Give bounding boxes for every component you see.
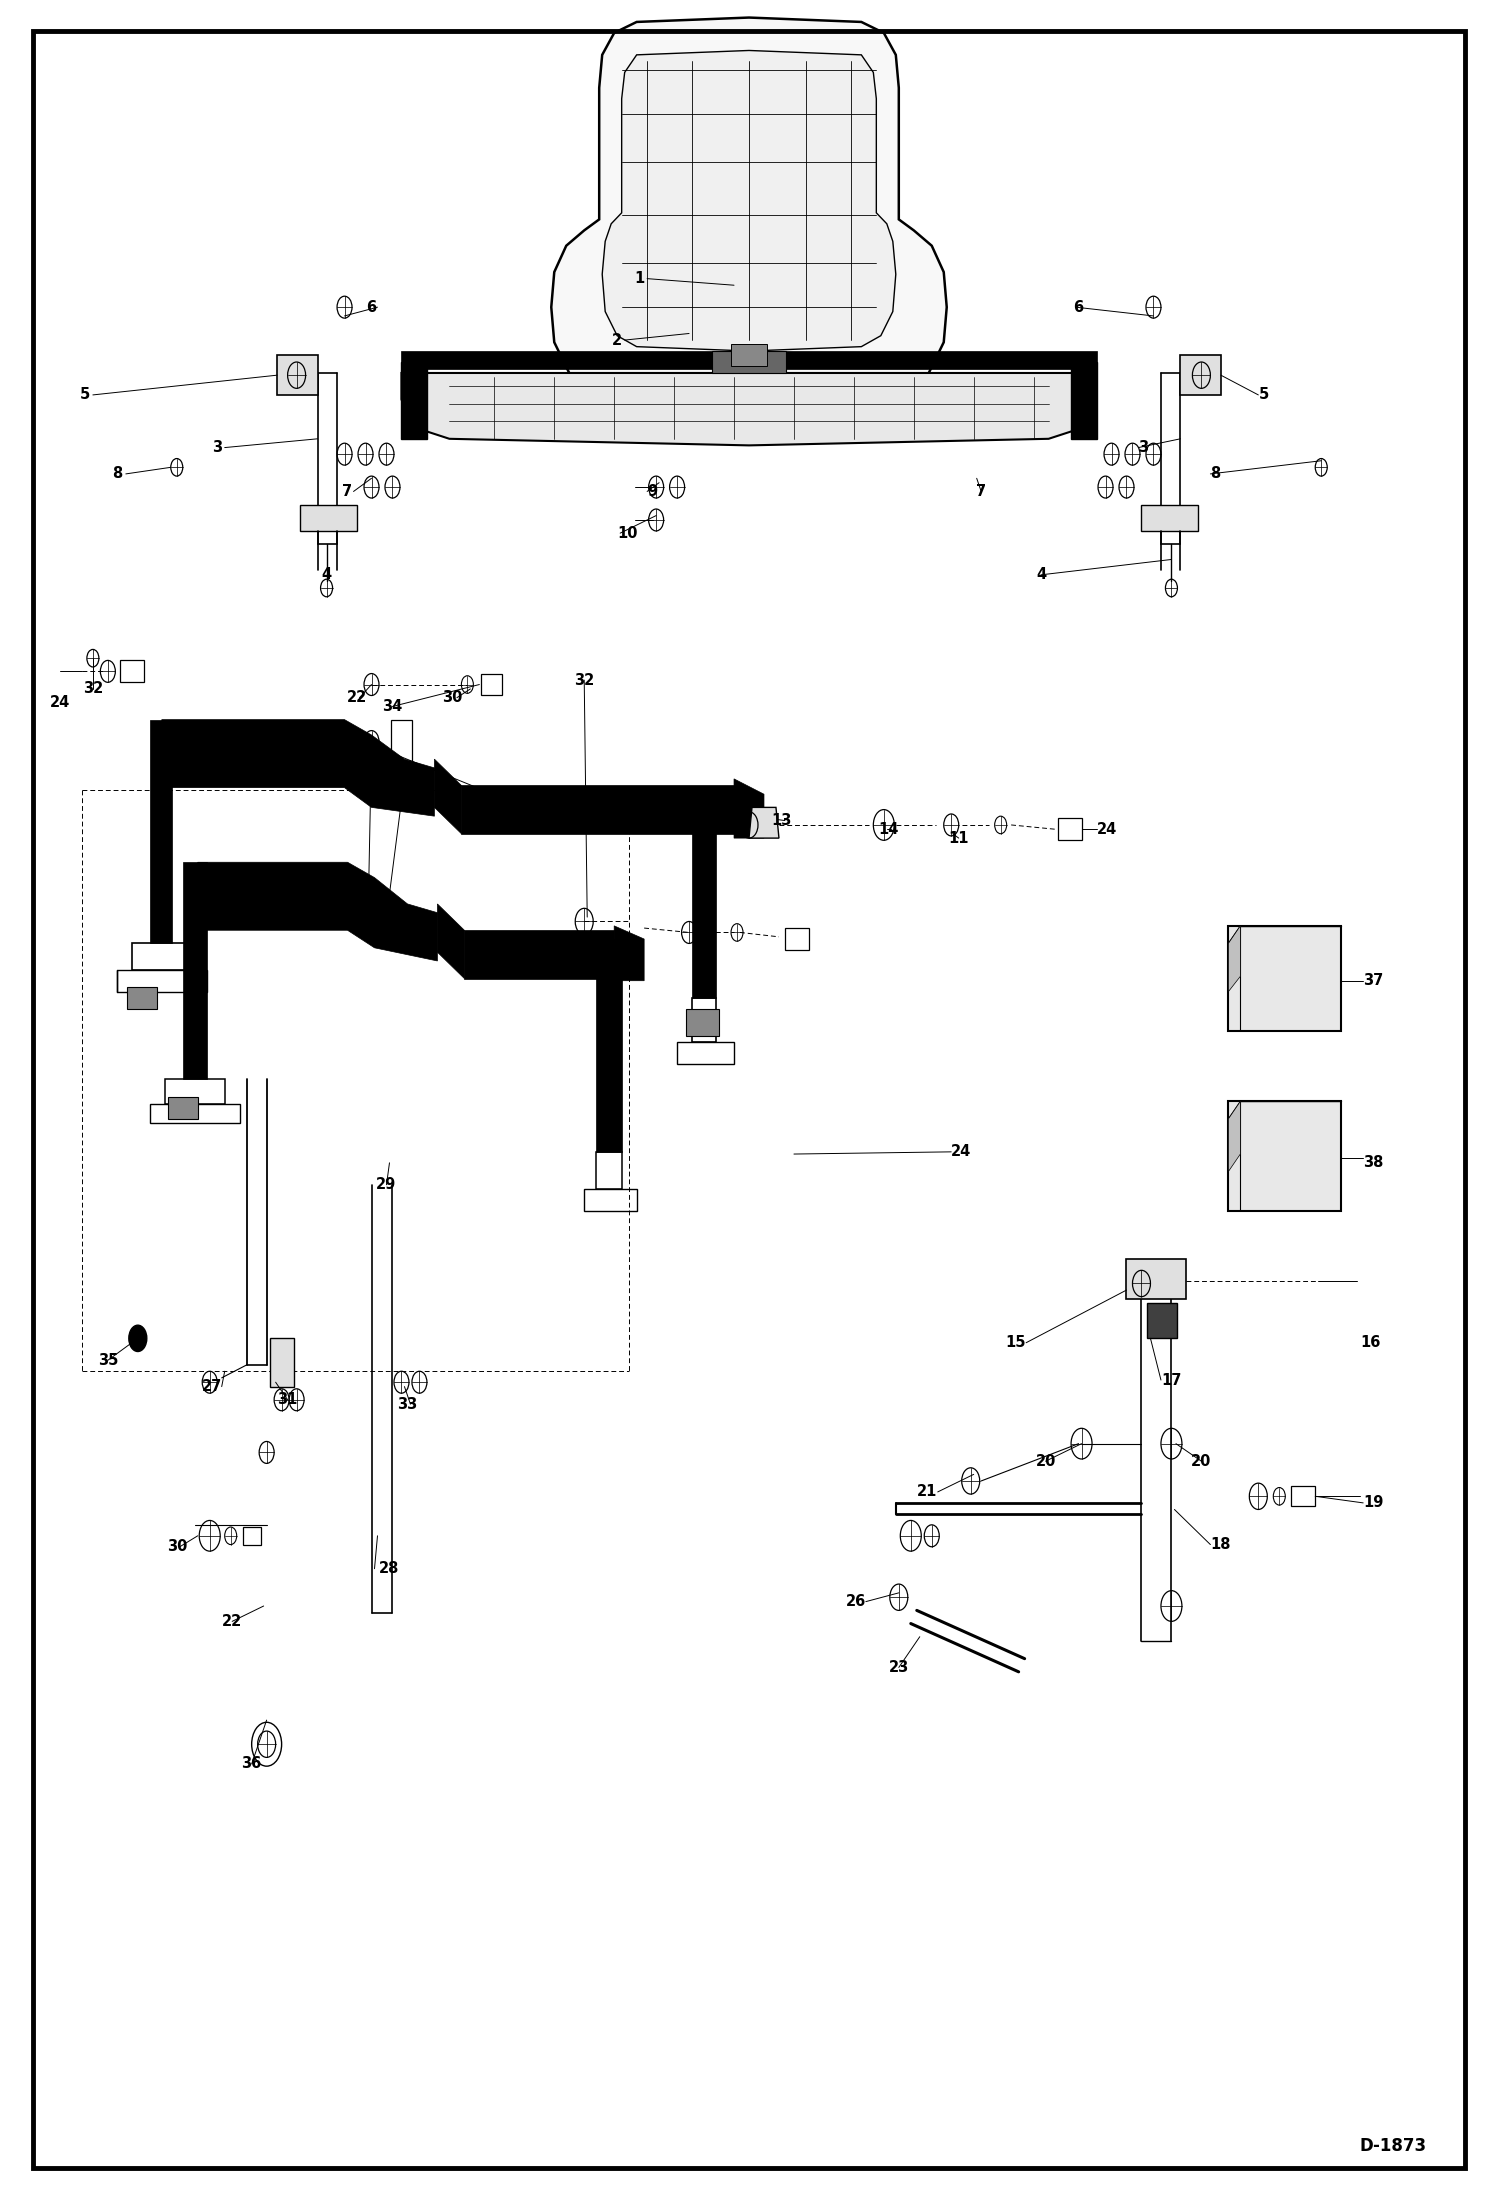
Polygon shape	[734, 779, 764, 838]
Text: 7: 7	[343, 485, 352, 498]
Bar	[481, 674, 502, 695]
Text: 17: 17	[1161, 1373, 1182, 1387]
Polygon shape	[614, 926, 644, 981]
Text: 28: 28	[379, 1562, 400, 1575]
Text: 22: 22	[222, 1615, 243, 1628]
Text: 29: 29	[376, 1178, 397, 1191]
Text: 8: 8	[112, 467, 123, 480]
Bar	[120, 660, 144, 682]
Bar	[785, 928, 809, 950]
Text: 30: 30	[166, 1540, 187, 1553]
Polygon shape	[162, 720, 434, 816]
Polygon shape	[1141, 505, 1198, 531]
Text: 16: 16	[1360, 1336, 1381, 1349]
Polygon shape	[596, 939, 622, 1152]
Text: 9: 9	[647, 485, 658, 498]
Polygon shape	[1228, 1101, 1240, 1172]
Polygon shape	[464, 930, 614, 979]
Text: 22: 22	[355, 889, 376, 902]
Text: 6: 6	[1074, 301, 1083, 314]
Text: 8: 8	[1210, 467, 1221, 480]
Text: 22: 22	[346, 691, 367, 704]
Text: 32: 32	[82, 682, 103, 695]
Polygon shape	[127, 987, 157, 1009]
Text: 4: 4	[322, 568, 331, 581]
Polygon shape	[300, 505, 357, 531]
Text: 27: 27	[201, 1380, 222, 1393]
Text: 5: 5	[79, 388, 90, 402]
Text: 24: 24	[49, 695, 70, 709]
Polygon shape	[749, 807, 779, 838]
Polygon shape	[183, 862, 207, 1079]
Text: 10: 10	[617, 527, 638, 540]
Text: 3: 3	[211, 441, 222, 454]
Text: 35: 35	[97, 1354, 118, 1367]
Polygon shape	[277, 355, 318, 395]
Text: 11: 11	[948, 832, 969, 845]
Polygon shape	[1180, 355, 1221, 395]
Text: 19: 19	[1363, 1496, 1384, 1509]
Text: 1: 1	[634, 272, 644, 285]
Text: 32: 32	[574, 674, 595, 687]
Text: 37: 37	[1363, 974, 1384, 987]
Text: 26: 26	[845, 1595, 866, 1608]
Text: 13: 13	[771, 814, 792, 827]
Bar	[1291, 1488, 1315, 1505]
Bar	[1058, 818, 1082, 840]
Bar	[243, 1527, 261, 1545]
Text: 4: 4	[1037, 568, 1046, 581]
Text: 34: 34	[382, 700, 403, 713]
Bar	[391, 720, 412, 764]
Text: 33: 33	[397, 1398, 418, 1411]
Text: 14: 14	[878, 823, 899, 836]
Text: 30: 30	[442, 691, 463, 704]
Text: 18: 18	[1210, 1538, 1231, 1551]
Bar	[731, 344, 767, 366]
Text: 31: 31	[277, 1393, 298, 1406]
Polygon shape	[712, 351, 786, 373]
Text: 2: 2	[611, 333, 622, 347]
Text: 20: 20	[1035, 1455, 1056, 1468]
Polygon shape	[168, 1097, 198, 1119]
Text: 36: 36	[241, 1757, 262, 1771]
Text: 25: 25	[499, 794, 520, 807]
Bar	[270, 1338, 294, 1387]
Polygon shape	[401, 373, 1097, 445]
Text: 15: 15	[1005, 1336, 1026, 1349]
Polygon shape	[692, 790, 716, 998]
Text: 6: 6	[367, 301, 376, 314]
Polygon shape	[401, 362, 427, 439]
Polygon shape	[1228, 1101, 1341, 1211]
Polygon shape	[551, 18, 947, 404]
Text: 23: 23	[888, 1661, 909, 1674]
Text: 20: 20	[1191, 1455, 1212, 1468]
Text: 38: 38	[1363, 1156, 1384, 1169]
Polygon shape	[686, 1009, 719, 1036]
Polygon shape	[1228, 926, 1240, 992]
Polygon shape	[198, 862, 437, 961]
Text: 7: 7	[977, 485, 986, 498]
Polygon shape	[437, 904, 464, 979]
Polygon shape	[602, 50, 896, 351]
Bar	[1147, 1303, 1177, 1338]
Text: 24: 24	[951, 1145, 972, 1158]
Polygon shape	[1228, 926, 1341, 1031]
Polygon shape	[434, 759, 461, 834]
Text: 12: 12	[376, 911, 397, 924]
Polygon shape	[401, 351, 1097, 369]
Text: 24: 24	[1097, 823, 1118, 836]
Text: 3: 3	[1138, 441, 1149, 454]
Circle shape	[129, 1325, 147, 1352]
Bar	[1126, 1259, 1186, 1299]
Polygon shape	[461, 785, 734, 834]
Text: 21: 21	[917, 1485, 938, 1499]
Text: 5: 5	[1258, 388, 1269, 402]
Polygon shape	[1071, 362, 1097, 439]
Text: D-1873: D-1873	[1360, 2137, 1426, 2155]
Polygon shape	[150, 720, 172, 943]
